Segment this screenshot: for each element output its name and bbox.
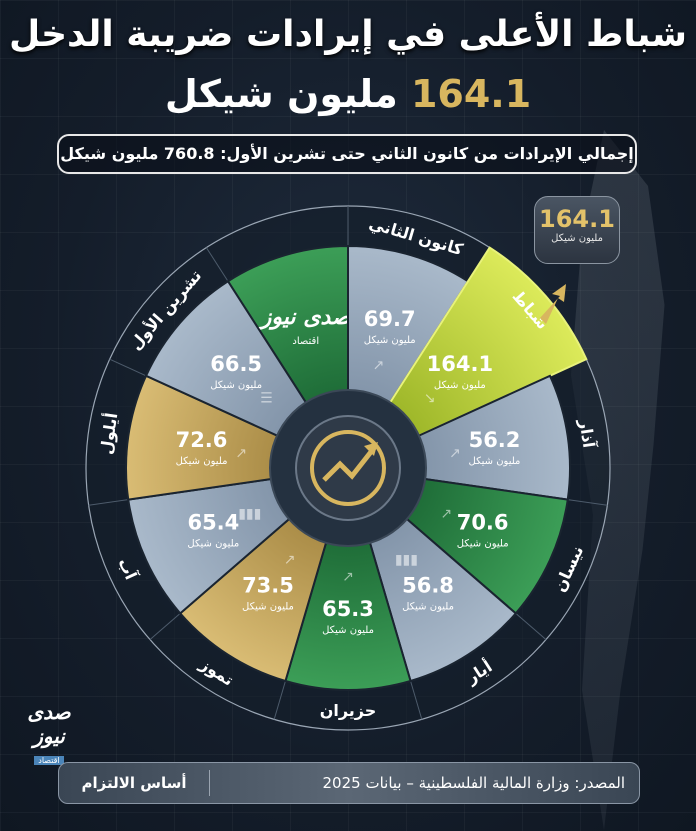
brand-segment-logo: صدى نيوز xyxy=(258,305,352,330)
segment-value: 69.7 xyxy=(364,307,416,331)
headline-number: 164.1 xyxy=(410,72,532,116)
segment-value: 73.5 xyxy=(242,574,294,598)
ring-divider xyxy=(410,680,423,720)
ring-divider xyxy=(149,613,181,640)
month-label: حزيران xyxy=(320,701,377,720)
segment-value: 65.4 xyxy=(187,510,239,534)
total-revenue-box: إجمالي الإيرادات من كانون الثاني حتى تشر… xyxy=(57,134,637,174)
brand-logo: صدى نيوز اقتصاد xyxy=(14,700,84,765)
peak-badge-value: 164.1 xyxy=(539,205,615,233)
trend-up-icon: ↗ xyxy=(342,569,354,585)
trend-up-icon: ↗ xyxy=(440,506,452,522)
source-footer: المصدر: وزارة المالية الفلسطينية – بيانا… xyxy=(58,762,640,804)
ring-divider xyxy=(567,499,608,506)
source-text: المصدر: وزارة المالية الفلسطينية – بيانا… xyxy=(322,774,626,792)
basis-label: أساس الالتزام xyxy=(81,774,187,792)
segment-value: 66.5 xyxy=(210,352,262,376)
bar-chart-icon: ▮▮▮ xyxy=(238,506,261,522)
ring-divider xyxy=(109,358,147,377)
segment-unit: مليون شيكل xyxy=(242,602,294,613)
segment-value: 164.1 xyxy=(427,352,493,376)
segment-unit: مليون شيكل xyxy=(402,602,454,613)
segment-unit: مليون شيكل xyxy=(457,538,509,549)
headline-unit: مليون شيكل xyxy=(164,72,398,116)
month-label: آذار xyxy=(575,417,599,449)
peak-badge: 164.1 مليون شيكل xyxy=(534,196,620,264)
segment-unit: مليون شيكل xyxy=(176,456,228,467)
page-title: شباط الأعلى في إيرادات ضريبة الدخل xyxy=(8,14,688,55)
footer-divider xyxy=(209,770,210,796)
segment-value: 65.3 xyxy=(322,597,374,621)
segment-value: 56.8 xyxy=(402,574,454,598)
peak-badge-unit: مليون شيكل xyxy=(551,233,603,244)
segment-value: 72.6 xyxy=(176,428,228,452)
trend-up-icon: ↗ xyxy=(284,552,296,568)
growth-arrow-icon xyxy=(364,442,378,456)
trend-down-icon: ↘ xyxy=(424,390,436,406)
headline-value: 164.1 مليون شيكل xyxy=(0,72,696,116)
segment-unit: مليون شيكل xyxy=(469,456,521,467)
segment-unit: مليون شيكل xyxy=(322,625,374,636)
segment-value: 70.6 xyxy=(457,510,509,534)
segment-unit: مليون شيكل xyxy=(210,380,262,391)
brand-logo-name: صدى نيوز xyxy=(27,700,71,748)
trend-up-icon: ↗ xyxy=(235,446,247,462)
peak-arrow-icon xyxy=(540,284,566,324)
segment-unit: مليون شيكل xyxy=(187,538,239,549)
brand-logo-section: اقتصاد xyxy=(34,756,64,765)
brand-segment-section: اقتصاد xyxy=(292,336,319,347)
trend-up-icon: ↗ xyxy=(373,357,385,373)
growth-chart-icon-ring xyxy=(310,430,386,506)
trend-up-icon: ↗ xyxy=(449,446,461,462)
segment-value: 56.2 xyxy=(469,428,521,452)
segment-unit: مليون شيكل xyxy=(364,335,416,346)
ring-divider xyxy=(205,247,229,282)
growth-chart-icon xyxy=(322,446,376,482)
list-icon: ☰ xyxy=(260,390,273,406)
ring-divider xyxy=(515,613,547,640)
bar-chart-icon: ▮▮▮ xyxy=(395,552,418,568)
segment-unit: مليون شيكل xyxy=(434,380,486,391)
ring-divider xyxy=(88,499,129,506)
ring-divider xyxy=(273,680,286,720)
